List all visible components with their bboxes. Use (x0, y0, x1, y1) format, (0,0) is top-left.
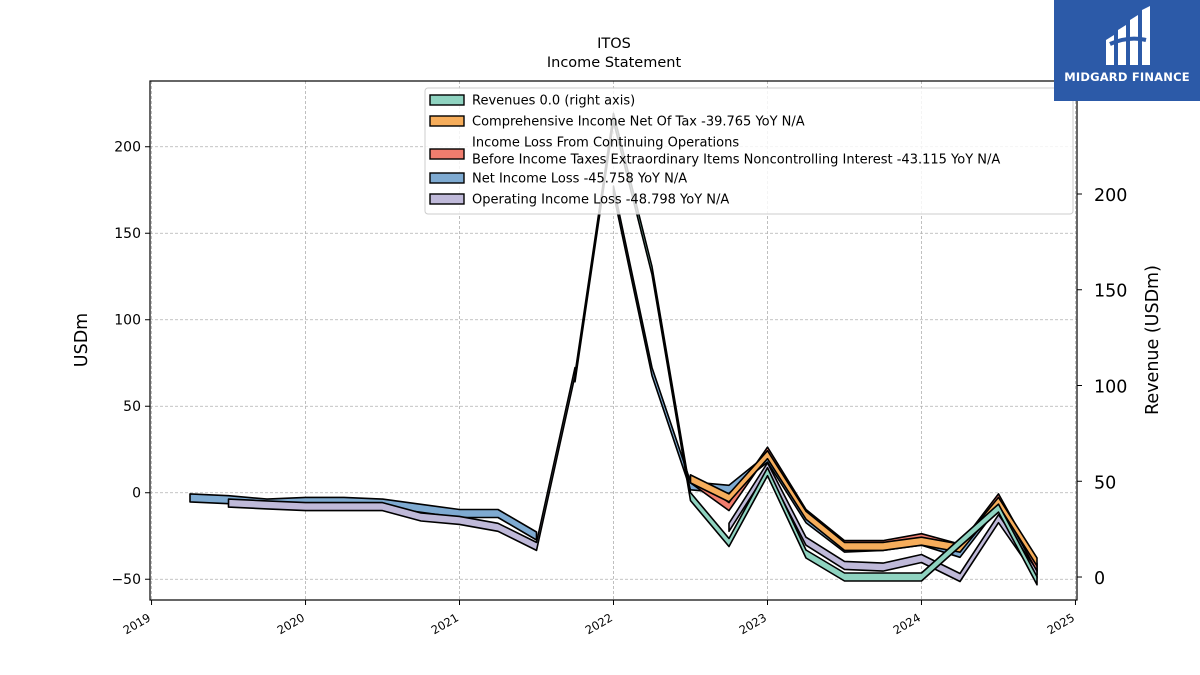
logo-mark-icon (1106, 6, 1150, 65)
chart-subtitle: Income Statement (547, 55, 682, 71)
y-tick-label-2: 50 (123, 399, 141, 415)
legend-label-2-line-1: Before Income Taxes Extraordinary Items … (472, 153, 1000, 168)
x-tick-label-5: 2024 (891, 610, 923, 637)
legend-label-3: Net Income Loss -45.758 YoY N/A (472, 172, 687, 187)
legend-swatch-2 (429, 148, 465, 160)
series-1-band-1 (728, 461, 1038, 583)
y-right-tick-label-2: 100 (1094, 378, 1127, 398)
series-layer (189, 112, 1038, 586)
legend-label-2-line-0: Income Loss From Continuing Operations (472, 136, 739, 151)
x-tick-label-4: 2023 (737, 610, 769, 637)
legend: Revenues 0.0 (right axis) Comprehensive I… (424, 87, 1074, 215)
y-right-tick-label-4: 200 (1094, 186, 1127, 206)
y-tick-label-4: 150 (114, 226, 141, 242)
y-tick-label-1: 0 (132, 486, 141, 502)
y-right-tick-label-1: 50 (1094, 473, 1116, 493)
x-tick-label-0: 2019 (121, 610, 153, 637)
x-tick-label-6: 2025 (1045, 610, 1077, 637)
y-axis-label: USDm (72, 313, 92, 367)
y-tick-label-5: 200 (114, 140, 141, 156)
series-1-band-0 (227, 366, 576, 552)
legend-box (424, 87, 1074, 215)
y-axis-right-label: Revenue (USDm) (1143, 265, 1163, 415)
series-4-band-0 (574, 112, 1038, 586)
y-right-tick-label-0: 0 (1094, 569, 1105, 589)
legend-label-1: Comprehensive Income Net Of Tax -39.765 … (472, 115, 805, 130)
logo-text: MIDGARD FINANCE (1064, 70, 1190, 84)
chart-title: ITOS (597, 36, 631, 52)
legend-swatch-1 (429, 115, 465, 127)
y-tick-label-3: 100 (114, 313, 141, 329)
legend-label-0: Revenues 0.0 (right axis) (472, 94, 635, 109)
x-tick-label-1: 2020 (275, 610, 307, 637)
legend-swatch-0 (429, 94, 465, 106)
y-right-tick-label-3: 150 (1094, 282, 1127, 302)
midgard-finance-logo: MIDGARD FINANCE (1054, 0, 1200, 101)
series-0-band-1 (612, 185, 1038, 576)
legend-label-4: Operating Income Loss -48.798 YoY N/A (472, 193, 729, 208)
legend-swatch-3 (429, 172, 465, 184)
x-tick-label-2: 2021 (429, 610, 461, 637)
legend-swatch-4 (429, 193, 465, 205)
y-tick-label-0: −50 (111, 572, 141, 588)
x-tick-label-3: 2022 (583, 610, 615, 637)
series-3-band-0 (689, 449, 1038, 567)
